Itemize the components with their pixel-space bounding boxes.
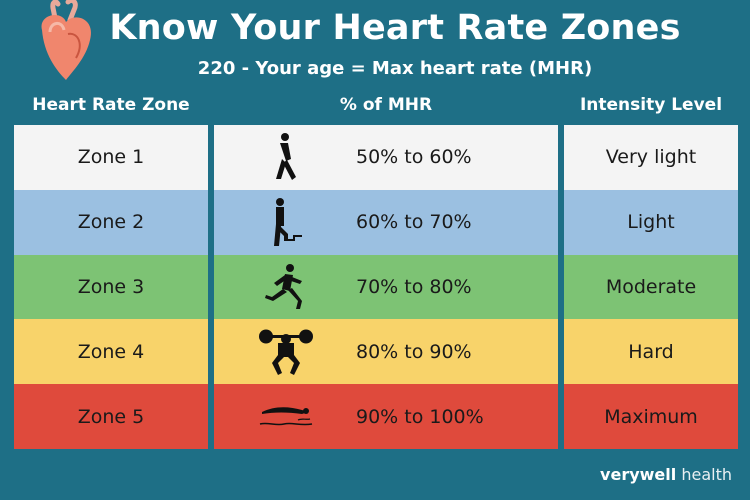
percent-row: 50% to 60%	[214, 125, 558, 190]
zone-column: Zone 1 Zone 2 Zone 3 Zone 4 Zone 5	[14, 125, 208, 449]
running-person-icon	[265, 263, 302, 309]
brand-name: verywell	[600, 465, 677, 484]
percent-row: 70% to 80%	[214, 254, 558, 320]
zone-cell: Zone 1	[14, 125, 208, 190]
percent-value: 90% to 100%	[356, 405, 484, 428]
zone-cell: Zone 4	[14, 319, 208, 385]
intensity-cell: Maximum	[564, 384, 738, 449]
stair-climbing-person-icon	[274, 197, 302, 246]
column-header-intensity: Intensity Level	[579, 95, 723, 115]
walking-person-icon	[276, 133, 296, 180]
intensity-cell: Hard	[564, 319, 738, 385]
zone-cell: Zone 5	[14, 384, 208, 449]
page-title: Know Your Heart Rate Zones	[109, 8, 681, 48]
heart-illustration-icon	[41, 0, 92, 81]
percent-value: 70% to 80%	[356, 275, 472, 298]
percent-row: 90% to 100%	[214, 384, 558, 449]
percent-row: 80% to 90%	[214, 319, 558, 385]
brand-logo: verywell health	[600, 465, 732, 484]
percent-value: 60% to 70%	[356, 211, 472, 234]
percent-value: 50% to 60%	[356, 146, 472, 169]
intensity-cell: Very light	[564, 125, 738, 190]
zone-cell: Zone 2	[14, 189, 208, 255]
swimming-person-icon	[259, 407, 313, 426]
page-subtitle: 220 - Your age = Max heart rate (MHR)	[197, 58, 593, 79]
column-header-percent: % of MHR	[339, 95, 433, 115]
intensity-cell: Light	[564, 189, 738, 255]
percent-column: 50% to 60% 60% to 70% 70% to 80%	[214, 125, 558, 449]
percent-value: 80% to 90%	[356, 340, 472, 363]
zone-cell: Zone 3	[14, 254, 208, 320]
column-header-zone: Heart Rate Zone	[32, 95, 190, 115]
brand-suffix: health	[681, 465, 732, 484]
percent-row: 60% to 70%	[214, 189, 558, 255]
weightlifting-person-icon	[259, 329, 313, 376]
intensity-column: Very light Light Moderate Hard Maximum	[564, 125, 738, 449]
intensity-cell: Moderate	[564, 254, 738, 320]
